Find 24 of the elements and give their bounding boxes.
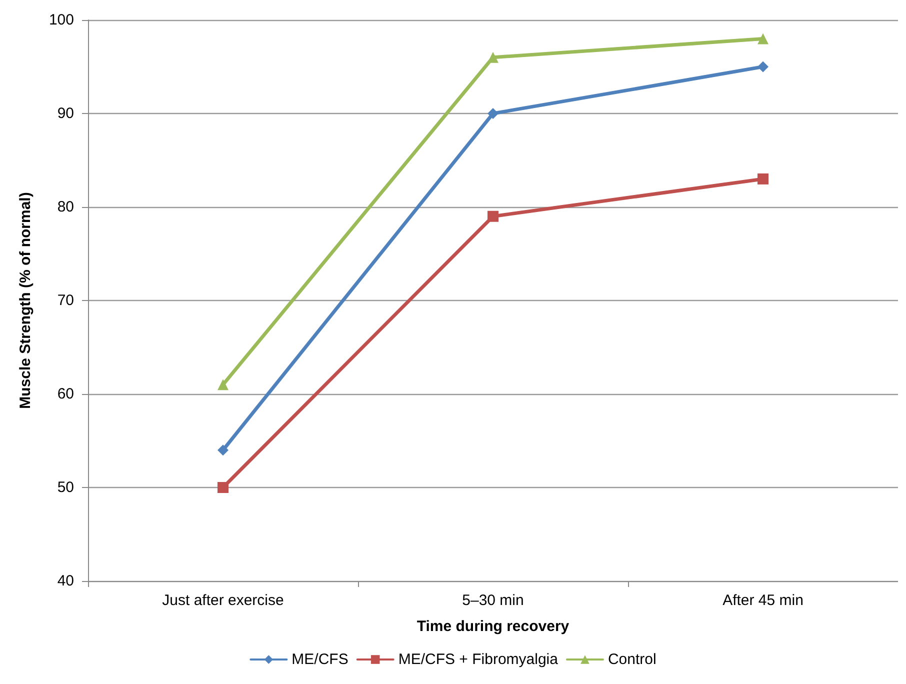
y-tick-label: 90 [57,105,74,122]
point [218,379,228,390]
y-tick-label: 40 [57,572,74,590]
point [758,61,768,72]
point [218,482,228,493]
x-tick-label: Just after exercise [162,592,284,609]
y-tick-label: 100 [48,12,74,28]
point [758,33,768,44]
y-tick-label: 60 [57,386,74,402]
x-tick-label: 5–30 min [462,592,524,609]
legend-label: Control [608,651,656,668]
y-tick-label: 80 [57,198,74,216]
point [488,210,498,222]
y-tick-label: 50 [57,479,74,496]
legend-label: ME/CFS + Fibromyalgia [398,651,559,668]
y-axis-title: Muscle Strength (% of normal) [17,192,34,409]
x-axis-title: Time during recovery [416,618,570,635]
point [218,444,228,456]
point [488,52,498,63]
x-tick-label: After 45 min [722,592,804,609]
legend-label: ME/CFS [292,651,348,668]
point [488,108,498,119]
y-tick-label: 70 [57,292,74,309]
point [758,173,768,184]
